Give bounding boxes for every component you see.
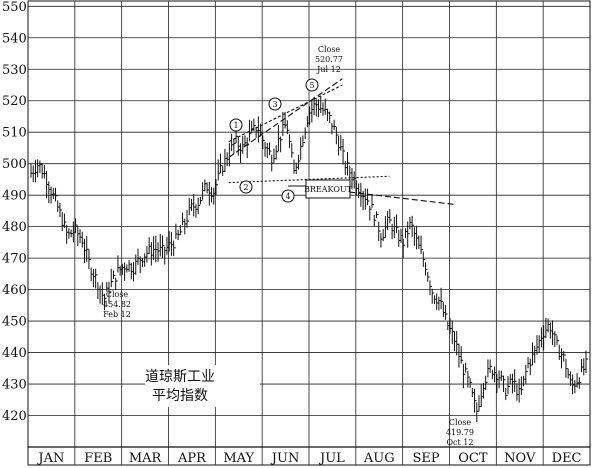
feb-close-value: 454.82 [103, 300, 131, 309]
x-tick-label-jul: JUL [318, 451, 345, 466]
wave-4-circle [281, 189, 295, 203]
y-tick-label-480: 480 [2, 220, 27, 235]
feb-close-label: Close [106, 290, 129, 299]
breakout-annotation: BREAKOUT [288, 179, 353, 199]
x-tick-label-feb: FEB [84, 451, 112, 466]
y-tick-label-550: 550 [2, 0, 27, 15]
wave-1-circle [229, 118, 243, 132]
trendline-1 [228, 78, 343, 158]
x-tick-label-jun: JUN [270, 451, 300, 466]
y-tick-label-450: 450 [2, 315, 27, 330]
chart-grid [27, 0, 591, 466]
x-tick-label-oct: OCT [458, 451, 488, 466]
wave-label-3: 3 [268, 97, 282, 111]
jul-close-value: 520.77 [315, 55, 343, 64]
wave-label-2: 2 [239, 180, 253, 194]
wave-3-circle [268, 97, 282, 111]
wave-5-text: 5 [309, 81, 314, 90]
x-tick-label-aug: AUG [363, 451, 395, 466]
chart-title-line-2: 平均指数 [152, 388, 208, 404]
x-tick-label-dec: DEC [552, 451, 582, 466]
y-tick-label-460: 460 [2, 283, 27, 298]
wave-1-text: 1 [233, 121, 238, 130]
trendline-2 [228, 84, 343, 143]
y-tick-label-510: 510 [2, 126, 27, 141]
x-axis-labels: JAN FEB MAR APR MAY JUN JUL AUG SEP OCT NOV DEC [36, 451, 581, 466]
y-tick-label-540: 540 [2, 31, 27, 46]
y-tick-label-530: 530 [2, 63, 27, 78]
oct-close-label: Close [449, 418, 472, 427]
wave-2-circle [239, 180, 253, 194]
y-tick-label-420: 420 [2, 409, 27, 424]
jul-close-date: Jul 12 [316, 65, 341, 74]
y-tick-label-500: 500 [2, 157, 27, 172]
y-tick-label-440: 440 [2, 346, 27, 361]
x-tick-label-may: MAY [223, 451, 254, 466]
y-tick-label-490: 490 [2, 189, 27, 204]
price-bars [30, 95, 588, 422]
breakout-label: BREAKOUT [304, 185, 353, 194]
wave-5-circle [305, 78, 319, 92]
wave-3-text: 3 [272, 100, 277, 109]
x-tick-label-mar: MAR [129, 451, 163, 466]
close-annotation-jul: Close 520.77 Jul 12 [315, 45, 343, 74]
y-tick-label-520: 520 [2, 94, 27, 109]
y-axis-labels: 420 430 440 450 460 470 480 490 500 510 520 530 540 5… [2, 0, 27, 424]
wave-label-5: 5 [305, 78, 319, 92]
close-annotation-oct: Close 419.79 Oct 12 [446, 418, 474, 447]
wave-label-1: 1 [229, 118, 243, 132]
chart-title-line-1: 道琼斯工业 [145, 369, 215, 385]
feb-close-date: Feb 12 [103, 310, 131, 319]
y-tick-label-430: 430 [2, 378, 27, 393]
wave-2-text: 2 [243, 183, 248, 192]
x-tick-label-nov: NOV [504, 451, 536, 466]
x-tick-label-apr: APR [177, 451, 207, 466]
breakout-box [305, 179, 351, 199]
jul-close-label: Close [318, 45, 341, 54]
x-tick-label-sep: SEP [413, 451, 440, 466]
trendline-3 [228, 175, 390, 184]
y-tick-label-470: 470 [2, 252, 27, 267]
x-tick-label-jan: JAN [36, 451, 64, 466]
close-annotation-feb: Close 454.82 Feb 12 [103, 290, 131, 319]
wave-label-4: 4 [281, 189, 295, 203]
oct-close-value: 419.79 [446, 428, 474, 437]
wave-4-text: 4 [285, 192, 290, 201]
title-backdrop [145, 365, 260, 407]
oct-close-date: Oct 12 [447, 438, 474, 447]
